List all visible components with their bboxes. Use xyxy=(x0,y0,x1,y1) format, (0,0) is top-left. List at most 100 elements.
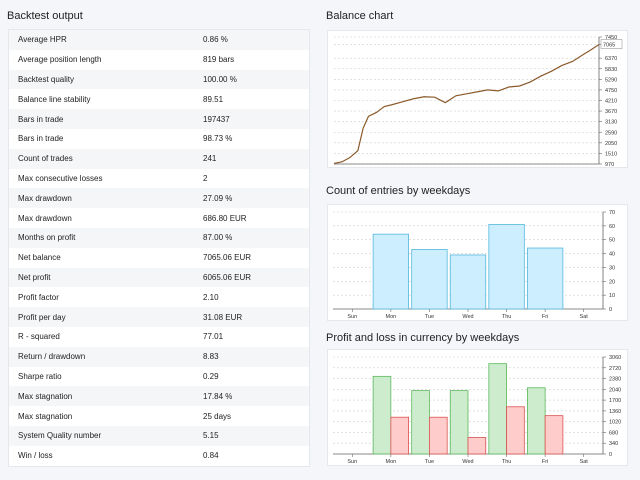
balance-chart: 970 1510 2050 2590 3130 3670 4210 4750 5290 5830 6… xyxy=(327,30,628,168)
xtick-label: Sat xyxy=(580,459,589,465)
table-row: Max stagnation 17.84 % xyxy=(9,386,309,407)
row-value: 100.00 % xyxy=(203,74,237,84)
row-value: 77.01 xyxy=(203,332,224,342)
ytick-label: 70 xyxy=(609,210,615,216)
row-label: Profit per day xyxy=(18,312,66,322)
profit-bar xyxy=(526,387,546,455)
xtick-label: Fri xyxy=(542,314,548,320)
row-value: 31.08 EUR xyxy=(203,312,243,322)
ytick-label: 7450 xyxy=(605,35,617,41)
xtick-label: Mon xyxy=(386,314,397,320)
row-label: Max drawdown xyxy=(18,193,72,203)
table-row: Count of trades 241 xyxy=(9,148,309,169)
row-label: Win / loss xyxy=(18,451,53,461)
ytick-label: 3670 xyxy=(605,109,617,115)
row-label: Max stagnation xyxy=(18,391,73,401)
row-label: Months on profit xyxy=(18,233,76,243)
table-row: Bars in trade 98.73 % xyxy=(9,128,309,149)
entries-bar xyxy=(526,247,564,310)
table-row: Profit per day 31.08 EUR xyxy=(9,307,309,327)
row-label: R - squared xyxy=(18,332,60,342)
ytick-label: 20 xyxy=(609,279,615,285)
row-label: Net profit xyxy=(18,272,51,282)
row-label: Average position length xyxy=(18,55,102,65)
ytick-label: 2050 xyxy=(605,141,617,147)
row-value: 5.15 xyxy=(203,431,219,441)
xtick-label: Mon xyxy=(386,459,397,465)
table-row: Max drawdown 27.09 % xyxy=(9,188,309,209)
entries-bar xyxy=(372,233,409,310)
xtick-label: Tue xyxy=(425,314,434,320)
row-value: 2 xyxy=(203,173,208,183)
table-row: Win / loss 0.84 xyxy=(9,445,309,466)
profit-bar xyxy=(488,363,507,455)
row-value: 27.09 % xyxy=(203,193,233,203)
xtick-label: Sun xyxy=(347,314,357,320)
pnl-chart: 0 340 680 1020 1360 1700 2040 2380 2720 3060 Sun Mo… xyxy=(327,349,628,466)
xtick-label: Thu xyxy=(502,459,511,465)
ytick-label: 0 xyxy=(609,307,612,313)
ytick-label: 30 xyxy=(609,265,615,271)
row-label: Count of trades xyxy=(18,154,73,164)
loss-bar xyxy=(467,437,487,455)
ytick-label: 10 xyxy=(609,293,615,299)
row-label: Backtest quality xyxy=(18,74,75,84)
table-row: Max stagnation 25 days xyxy=(9,406,309,426)
entries-chart-svg: 0 10 20 30 40 50 60 70 Sun Mon Tue Wed Thu Fri Sat xyxy=(333,210,615,320)
row-label: Balance line stability xyxy=(18,94,91,104)
row-value: 98.73 % xyxy=(203,134,233,144)
row-label: Max stagnation xyxy=(18,411,73,421)
loss-bar xyxy=(544,415,564,455)
xtick-label: Fri xyxy=(542,459,548,465)
row-value: 89.51 xyxy=(203,94,224,104)
ytick-label: 2380 xyxy=(609,377,621,383)
row-value: 197437 xyxy=(203,114,230,124)
row-value: 2.10 xyxy=(203,292,219,302)
entries-bar xyxy=(411,249,448,310)
pnl-chart-title: Profit and loss in currency by weekdays xyxy=(326,332,520,344)
row-value: 25 days xyxy=(203,411,232,421)
entries-chart-title: Count of entries by weekdays xyxy=(326,185,471,197)
ytick-label: 2720 xyxy=(609,366,621,372)
table-row: R - squared 77.01 xyxy=(9,326,309,347)
table-row: Max consecutive losses 2 xyxy=(9,168,309,189)
ytick-label: 4210 xyxy=(605,99,617,105)
pnl-chart-svg: 0 340 680 1020 1360 1700 2040 2380 2720 3060 Sun Mo… xyxy=(333,355,621,465)
row-value: 241 xyxy=(203,154,217,164)
loss-bar xyxy=(429,416,448,455)
balance-line xyxy=(333,44,600,165)
ytick-label: 1360 xyxy=(609,409,621,415)
loss-bar xyxy=(390,416,410,455)
table-row: System Quality number 5.15 xyxy=(9,425,309,446)
entries-bar xyxy=(449,254,487,310)
table-row: Profit factor 2.10 xyxy=(9,287,309,308)
xtick-label: Thu xyxy=(502,314,511,320)
ytick-label: 2590 xyxy=(605,130,617,136)
row-label: Max drawdown xyxy=(18,213,72,223)
row-value: 87.00 % xyxy=(203,233,233,243)
backtest-table: Average HPR 0.86 % Average position length… xyxy=(8,29,310,467)
ytick-label: 3060 xyxy=(609,355,621,361)
profit-bar xyxy=(411,390,430,455)
row-value: 17.84 % xyxy=(203,391,233,401)
table-row: Max drawdown 686.80 EUR xyxy=(9,208,309,228)
row-value: 0.86 % xyxy=(203,35,228,45)
row-label: Return / drawdown xyxy=(18,352,86,362)
loss-bar xyxy=(506,406,525,455)
row-value: 6065.06 EUR xyxy=(203,272,252,282)
table-row: Backtest quality 100.00 % xyxy=(9,69,309,90)
row-value: 819 bars xyxy=(203,55,235,65)
row-value: 0.84 xyxy=(203,451,219,461)
row-value: 0.29 xyxy=(203,371,219,381)
xtick-label: Wed xyxy=(462,314,473,320)
last-value-label: 7065 xyxy=(603,43,615,49)
table-row: Average position length 819 bars xyxy=(9,49,309,70)
row-value: 7065.06 EUR xyxy=(203,253,252,263)
ytick-label: 0 xyxy=(609,452,612,458)
table-row: Net profit 6065.06 EUR xyxy=(9,267,309,288)
table-row: Net balance 7065.06 EUR xyxy=(9,247,309,268)
ytick-label: 50 xyxy=(609,238,615,244)
xtick-label: Sun xyxy=(347,459,357,465)
balance-chart-title: Balance chart xyxy=(326,10,394,22)
xtick-label: Sat xyxy=(580,314,589,320)
